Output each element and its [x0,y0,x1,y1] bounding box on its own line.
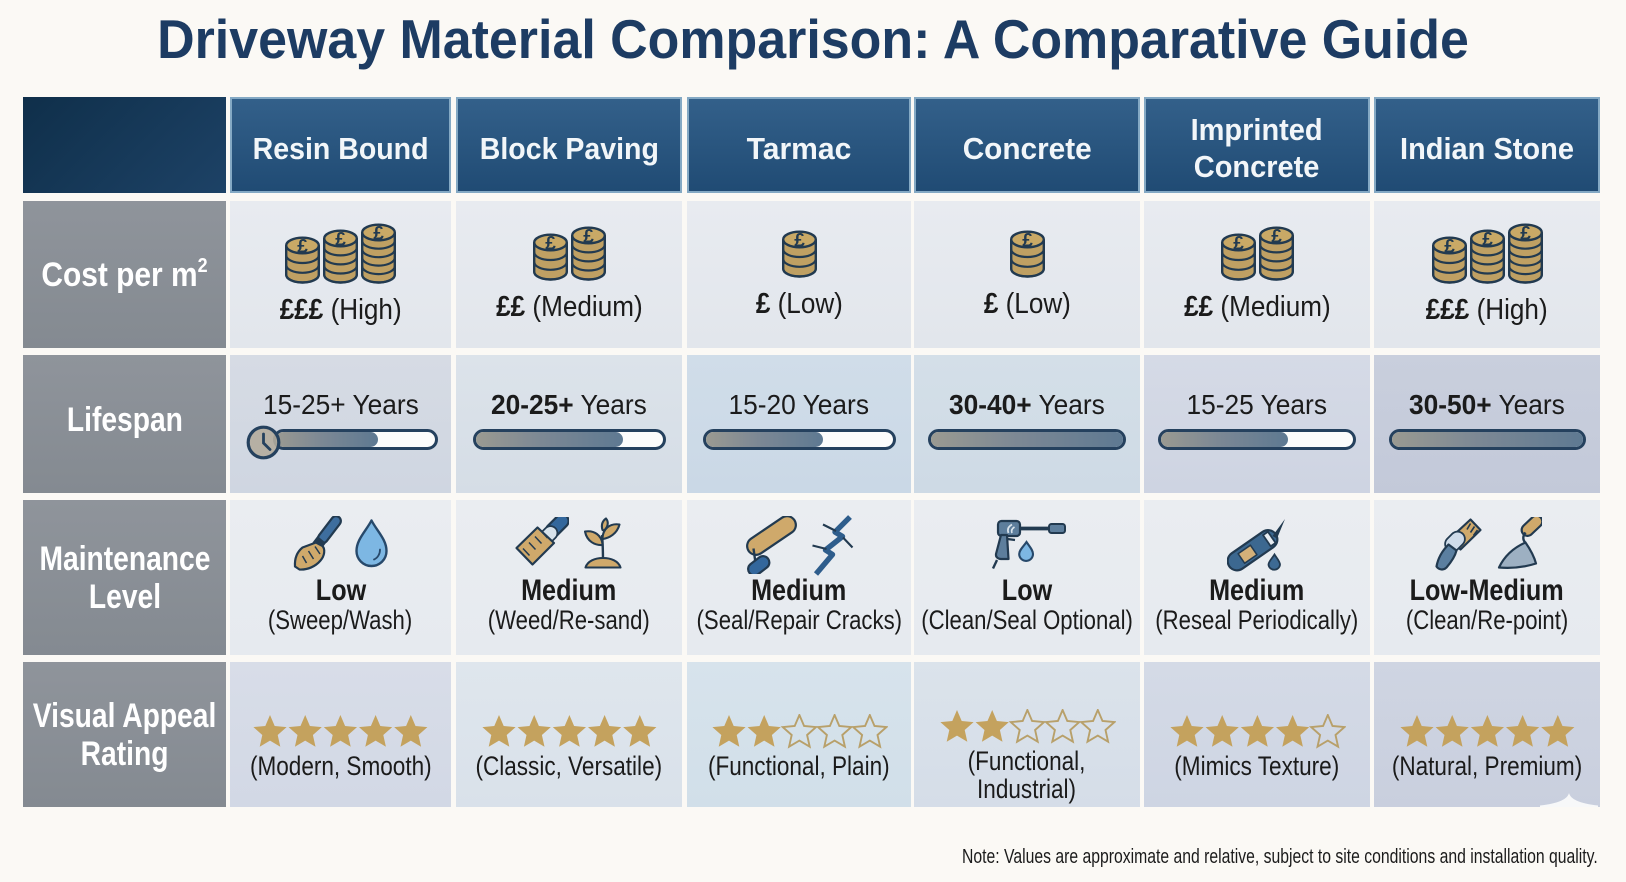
svg-text:£: £ [545,234,556,255]
svg-text:£: £ [1022,230,1033,251]
svg-text:£: £ [335,230,346,251]
svg-text:£: £ [1444,237,1455,258]
svg-text:£: £ [1271,227,1282,248]
svg-text:£: £ [297,237,308,258]
svg-text:£: £ [1482,230,1493,251]
svg-text:£: £ [1520,224,1531,245]
svg-text:£: £ [794,230,805,251]
svg-text:£: £ [583,227,594,248]
svg-text:£: £ [1233,234,1244,255]
svg-text:£: £ [373,224,384,245]
